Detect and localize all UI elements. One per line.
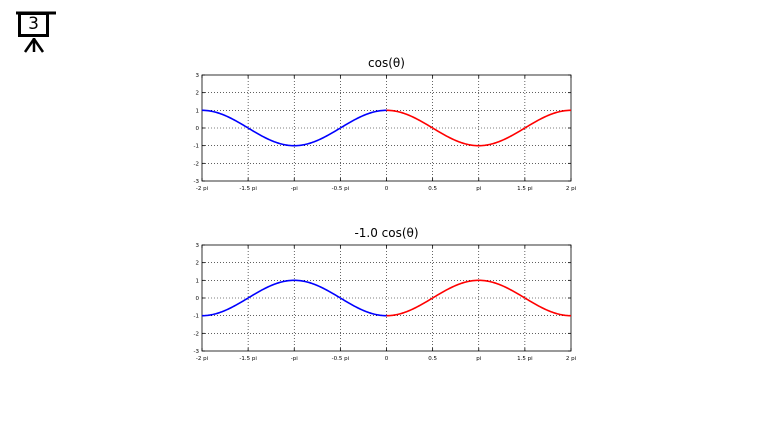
x-tick-label: -1.5 pi xyxy=(239,356,257,362)
y-tick-label: 3 xyxy=(196,73,200,79)
series-line-right-half xyxy=(386,109,572,147)
presentation-board-icon: 3 xyxy=(14,8,58,54)
x-tick-label: 1.5 pi xyxy=(517,356,533,362)
slide-number: 3 xyxy=(28,14,39,34)
chart-2: -1.0 cos(θ) -2 pi -1.5 pi -pi -0.5 pi 0 0.5 pi 1… xyxy=(194,226,577,362)
chart-1: cos(θ) -2 pi -1.5 pi -pi -0.5 pi 0 0.5 pi 1.5 pi… xyxy=(194,56,577,192)
series-line-left-half xyxy=(201,279,387,317)
x-tick-label: 0 xyxy=(385,186,389,192)
x-tick-label: 2 pi xyxy=(566,356,577,362)
chart-title: -1.0 cos(θ) xyxy=(354,226,418,240)
x-tick-label: 1.5 pi xyxy=(517,186,533,192)
x-tick-label: 2 pi xyxy=(566,186,577,192)
y-tick-label: 0 xyxy=(196,296,200,302)
y-tick-label: 2 xyxy=(196,261,200,267)
board-stand-icon xyxy=(16,11,56,53)
y-tick-label: -2 xyxy=(194,161,199,167)
x-tick-label: -pi xyxy=(291,186,298,192)
y-tick-label: 1 xyxy=(196,108,200,114)
y-tick-label: -1 xyxy=(194,144,199,150)
x-tick-label: pi xyxy=(476,186,481,192)
x-tick-label: -1.5 pi xyxy=(239,186,257,192)
y-tick-label: -3 xyxy=(194,179,200,185)
series-line-right-half xyxy=(386,279,572,317)
x-tick-label: 0 xyxy=(385,356,389,362)
x-tick-label: -pi xyxy=(291,356,298,362)
y-tick-label: 2 xyxy=(196,91,200,97)
x-tick-label: -0.5 pi xyxy=(332,356,350,362)
y-tick-label: -3 xyxy=(194,349,200,355)
series-line-left-half xyxy=(201,109,387,147)
x-tick-label: pi xyxy=(476,356,481,362)
y-tick-label: -1 xyxy=(194,314,199,320)
x-tick-label: 0.5 xyxy=(428,356,437,362)
y-tick-label: -2 xyxy=(194,331,199,337)
x-tick-label: -0.5 pi xyxy=(332,186,350,192)
chart-title: cos(θ) xyxy=(368,56,405,70)
x-tick-label: -2 pi xyxy=(196,186,209,192)
y-tick-label: 1 xyxy=(196,278,200,284)
x-tick-label: 0.5 xyxy=(428,186,437,192)
y-tick-label: 3 xyxy=(196,243,200,249)
x-tick-label: -2 pi xyxy=(196,356,209,362)
y-tick-label: 0 xyxy=(196,126,200,132)
